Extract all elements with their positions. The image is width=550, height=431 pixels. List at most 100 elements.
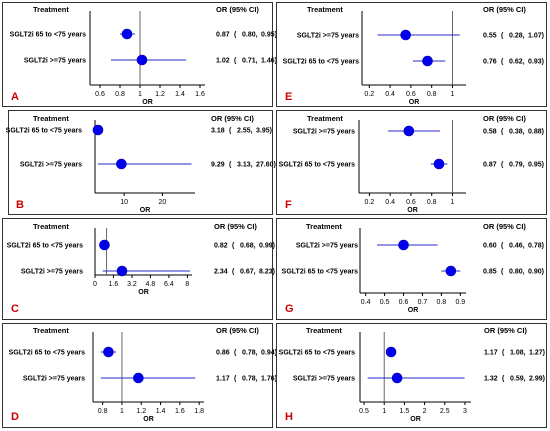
or-ci-header: OR (95% CI) [216,326,259,335]
ci-lower: 0.59, [510,376,526,383]
panel-label-g: G [285,303,294,315]
or-value: 0.87 [216,32,230,39]
or-value: 9.29 [211,162,225,169]
ci-upper: 2.99) [529,376,545,383]
ci-open-paren: ( [502,350,505,357]
treatment-header: Treatment [33,222,69,231]
or-marker [391,372,403,384]
or-marker [398,239,409,251]
panel-label-h: H [285,411,293,423]
or-ci-header: OR (95% CI) [211,114,254,123]
x-tick-label: 0.4 [385,199,395,206]
ci-lower: 0.71, [242,58,258,65]
or-value: 1.17 [216,376,230,383]
ci-lower: 0.80, [242,32,258,39]
or-marker [116,265,128,277]
x-axis-label: OR [407,207,418,214]
or-ci-header: OR (95% CI) [483,114,526,123]
panel-label-e: E [285,91,292,103]
x-tick-label: 1 [138,91,142,98]
or-ci-header: OR (95% CI) [483,222,526,231]
ci-upper: 0.95) [528,162,544,169]
or-marker [92,124,104,136]
ci-lower: 0.80, [509,269,525,276]
or-marker [136,54,148,66]
x-axis-label: OR [408,307,419,314]
or-marker [116,158,127,170]
x-tick-label: 1.2 [155,91,165,98]
panel-frame-h [276,323,547,428]
x-tick-label: 0.7 [418,299,428,306]
ci-upper: 1.27) [529,350,545,357]
or-value: 1.02 [216,58,230,65]
ci-lower: 0.38, [509,129,525,136]
row-label: SGLT2i >=75 years [293,376,355,383]
ci-lower: 0.67, [240,269,256,276]
ci-open-paren: ( [232,243,235,250]
or-ci-header: OR (95% CI) [216,5,259,14]
x-tick-label: 0.8 [427,199,437,206]
x-tick-label: 0.8 [427,91,437,98]
x-axis-label: OR [409,99,420,106]
panel-label-c: C [11,303,19,315]
x-axis-label: OR [410,416,421,423]
x-tick-label: 1 [382,408,386,415]
row-label: SGLT2i >=75 years [24,58,86,65]
row-label: SGLT2i 65 to <75 years [7,243,83,250]
panel-frame-c [2,218,273,320]
x-tick-label: 20 [159,199,167,206]
or-value: 0.87 [483,162,497,169]
x-tick-label: 1 [451,91,455,98]
x-tick-label: 0.6 [399,299,409,306]
or-marker [422,55,433,67]
ci-upper: 0.94) [261,350,277,357]
x-tick-label: 6.4 [164,281,174,288]
panel-frame-a [2,2,273,107]
row-label: SGLT2i 65 to <75 years [282,269,358,276]
ci-open-paren: ( [234,58,237,65]
ci-upper: 0.93) [528,59,544,66]
ci-lower: 3.13, [237,162,253,169]
row-label: SGLT2i 65 to <75 years [10,32,86,39]
row-label: SGLT2i >=75 years [297,33,359,40]
x-tick-label: 0.8 [437,299,447,306]
or-marker [400,29,411,41]
x-tick-label: 10 [120,199,128,206]
ci-open-paren: ( [502,376,505,383]
x-tick-label: 0.5 [380,299,390,306]
or-value: 0.76 [483,59,497,66]
x-tick-label: 0.8 [98,408,108,415]
treatment-header: Treatment [307,5,343,14]
row-label: SGLT2i >=75 years [20,162,82,169]
ci-open-paren: ( [501,243,504,250]
ci-lower: 1.08, [510,350,526,357]
ci-upper: 0.95) [261,32,277,39]
x-tick-label: 1.4 [156,408,166,415]
row-label: SGLT2i >=75 years [21,269,83,276]
row-label: SGLT2i 65 to <75 years [279,350,355,357]
row-label: SGLT2i 65 to <75 years [283,59,359,66]
ci-lower: 0.28, [509,33,525,40]
ci-upper: 0.99) [259,243,275,250]
ci-lower: 2.55, [237,128,253,135]
or-value: 3.18 [211,128,225,135]
ci-upper: 1.07) [528,33,544,40]
ci-open-paren: ( [501,59,504,66]
x-tick-label: 0.5 [359,408,369,415]
x-tick-label: 1.2 [136,408,146,415]
ci-open-paren: ( [229,128,232,135]
x-tick-label: 2 [423,408,427,415]
panel-label-f: F [285,199,292,211]
row-label: SGLT2i 65 to <75 years [9,350,85,357]
x-tick-label: 0.4 [385,91,395,98]
treatment-header: Treatment [306,222,342,231]
treatment-header: Treatment [307,114,343,123]
or-value: 0.58 [483,129,497,136]
ci-lower: 0.46, [509,243,525,250]
ci-upper: 1.46) [261,58,277,65]
x-tick-label: 3 [463,408,467,415]
x-tick-label: 3.2 [127,281,137,288]
ci-upper: 27.60) [256,162,276,169]
treatment-header: Treatment [306,326,342,335]
